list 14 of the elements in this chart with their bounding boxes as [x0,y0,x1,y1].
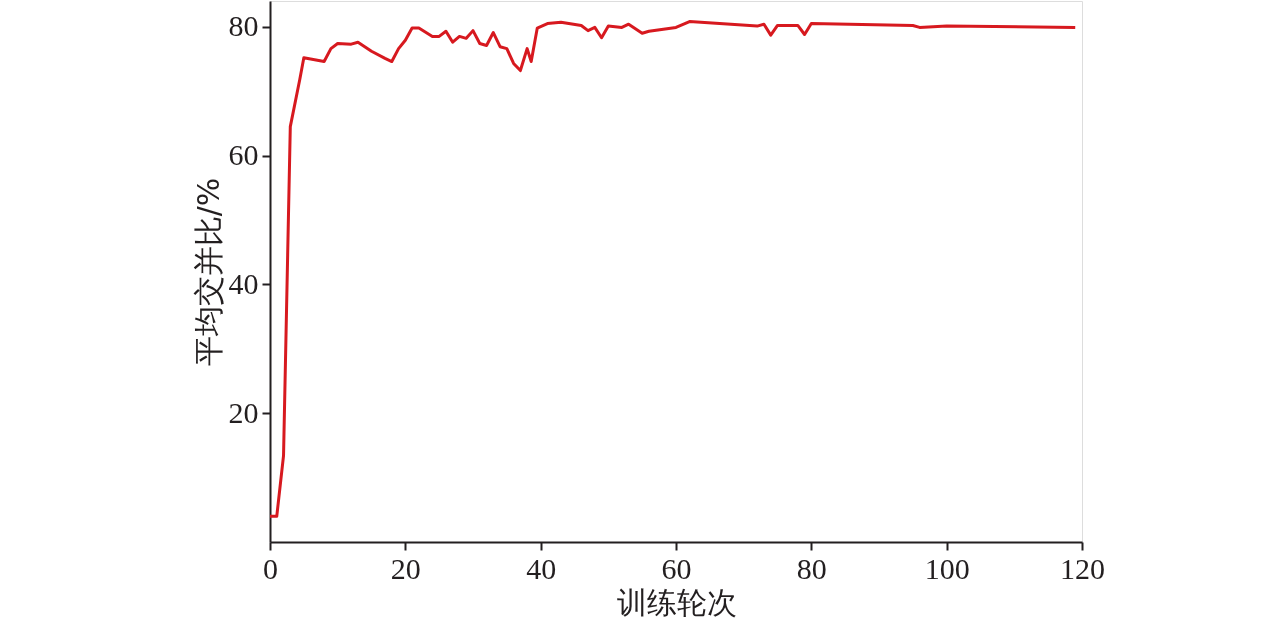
x-tick-label: 40 [526,551,557,585]
x-axis-title: 训练轮次 [616,584,737,620]
x-tick-label: 20 [390,551,421,585]
line-series [268,20,1077,518]
x-tick-label: 0 [263,551,278,585]
x-tick-label: 100 [924,551,970,585]
y-tick-label: 20 [228,395,259,429]
y-axis-title: 平均交并比/% [190,177,226,367]
y-tick-label: 80 [228,9,259,43]
x-tick-label: 80 [796,551,827,585]
x-tick-label: 120 [1060,551,1105,585]
y-tick-label: 40 [228,266,259,300]
x-tick-label: 60 [661,551,692,585]
y-tick-label: 60 [228,138,259,172]
